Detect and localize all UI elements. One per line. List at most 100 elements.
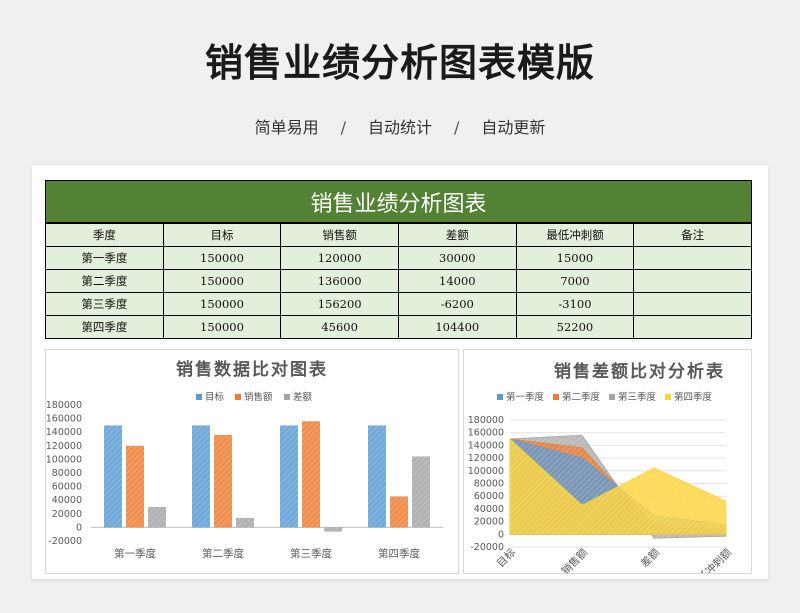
spreadsheet-card: 销售业绩分析图表 季度 目标 销售额 差额 最低冲刺额 备注 第一季度 1500…	[32, 165, 768, 579]
bar	[324, 527, 342, 532]
table-row: 第二季度 150000 136000 14000 7000	[45, 269, 752, 293]
bar	[236, 517, 254, 528]
table-cell[interactable]: -6200	[397, 292, 517, 316]
bar-chart-panel[interactable]: 销售数据比对图表 目标 销售额 差额 180000 160000 140000 120000 1…	[45, 349, 459, 574]
table-cell[interactable]	[633, 246, 752, 270]
y-tick-label: 100000	[468, 466, 504, 477]
y-tick-label: 160000	[468, 428, 504, 439]
bar	[302, 421, 320, 528]
x-tick-label: 最低冲刺额	[688, 546, 735, 573]
column-header[interactable]: 销售额	[280, 223, 399, 247]
tag-separator: /	[340, 118, 346, 137]
legend-label: 差额	[293, 391, 313, 403]
table-cell[interactable]: 104400	[397, 315, 517, 339]
feature-tags: 简单易用 / 自动统计 / 自动更新	[0, 114, 800, 138]
bar	[412, 456, 430, 528]
legend-label: 第四季度	[674, 391, 713, 403]
y-tick-label: 120000	[468, 453, 504, 464]
legend-label: 第三季度	[618, 391, 657, 403]
bar	[192, 425, 210, 528]
chart-title: 销售数据比对图表	[176, 359, 328, 380]
y-tick-label: 140000	[468, 440, 504, 451]
area-series-4	[509, 438, 727, 535]
table-row: 第四季度 150000 45600 104400 52200	[45, 315, 752, 339]
table-cell[interactable]: 150000	[162, 246, 282, 270]
area-chart-panel[interactable]: 销售差额比对分析表 第一季度 第二季度 第三季度 第四季度 180000 160000 140…	[463, 349, 752, 574]
legend-swatch	[497, 394, 503, 400]
table-cell[interactable]	[633, 315, 752, 339]
table-cell[interactable]: 156200	[280, 292, 399, 316]
y-tick-label: 0	[498, 529, 504, 540]
table-cell[interactable]: 第四季度	[45, 315, 164, 339]
y-tick-label: 100000	[46, 454, 82, 465]
table-cell[interactable]: -3100	[515, 292, 635, 316]
table-cell[interactable]: 14000	[397, 269, 517, 293]
table-cell[interactable]: 52200	[515, 315, 635, 339]
x-tick-label: 第二季度	[202, 547, 244, 560]
table-cell[interactable]: 第二季度	[45, 269, 164, 293]
y-tick-label: 180000	[468, 415, 504, 426]
y-tick-label: 120000	[46, 441, 82, 452]
table-cell[interactable]: 第三季度	[45, 292, 164, 316]
table-cell[interactable]: 150000	[162, 269, 282, 293]
table-cell[interactable]: 150000	[162, 315, 282, 339]
tag-auto-update: 自动更新	[481, 118, 546, 137]
table-cell[interactable]: 120000	[280, 246, 399, 270]
table-cell[interactable]: 136000	[280, 269, 399, 293]
bar	[390, 496, 408, 528]
y-tick-label: 60000	[52, 482, 82, 493]
bar	[104, 425, 122, 528]
legend-swatch	[196, 394, 202, 400]
bar	[368, 425, 386, 528]
legend-label: 第二季度	[562, 391, 601, 403]
table-cell[interactable]: 15000	[515, 246, 635, 270]
table-cell[interactable]: 45600	[280, 315, 399, 339]
sheet-title: 销售业绩分析图表	[45, 180, 752, 223]
table-cell[interactable]: 30000	[397, 246, 517, 270]
legend-swatch	[553, 394, 559, 400]
x-tick-label: 第一季度	[114, 547, 156, 560]
y-tick-label: 140000	[46, 427, 82, 438]
bar	[126, 445, 144, 528]
x-tick-label: 销售额	[559, 546, 591, 573]
y-tick-label: 0	[76, 522, 82, 533]
table-cell[interactable]: 7000	[515, 269, 635, 293]
y-tick-label: 80000	[52, 468, 82, 479]
legend-label: 目标	[205, 391, 225, 403]
tag-auto-stat: 自动统计	[367, 118, 432, 137]
legend-swatch	[235, 394, 241, 400]
table-cell[interactable]	[633, 292, 752, 316]
x-tick-label: 第四季度	[378, 547, 420, 560]
table-cell[interactable]: 150000	[162, 292, 282, 316]
column-header[interactable]: 差额	[397, 223, 517, 247]
y-tick-label: 20000	[474, 517, 504, 528]
column-header[interactable]: 最低冲刺额	[515, 223, 635, 247]
bar	[148, 507, 166, 528]
legend-swatch	[284, 394, 290, 400]
column-header[interactable]: 季度	[45, 223, 164, 247]
column-header[interactable]: 备注	[633, 223, 752, 247]
column-header[interactable]: 目标	[162, 223, 282, 247]
table-header-row: 季度 目标 销售额 差额 最低冲刺额 备注	[45, 223, 752, 247]
y-tick-label: 160000	[46, 414, 82, 425]
legend-label: 销售额	[244, 391, 273, 403]
table-row: 第三季度 150000 156200 -6200 -3100	[45, 292, 752, 316]
bar	[214, 434, 232, 528]
chart-title: 销售差额比对分析表	[554, 361, 725, 382]
legend-label: 第一季度	[506, 391, 545, 403]
page-title: 销售业绩分析图表模版	[204, 41, 595, 85]
table-row: 第一季度 150000 120000 30000 15000	[45, 246, 752, 270]
table-cell[interactable]: 第一季度	[45, 246, 164, 270]
legend-swatch	[609, 394, 615, 400]
bar	[280, 425, 298, 528]
x-tick-label: 第三季度	[290, 547, 332, 560]
y-tick-label: -20000	[470, 542, 504, 553]
y-tick-label: 40000	[474, 504, 504, 515]
y-tick-label: -20000	[48, 536, 82, 547]
tag-easy: 简单易用	[254, 118, 319, 137]
table-cell[interactable]	[633, 269, 752, 293]
y-tick-label: 60000	[474, 491, 504, 502]
legend-swatch	[665, 394, 671, 400]
